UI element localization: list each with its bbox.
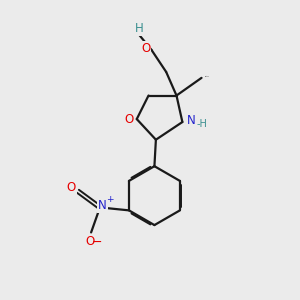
Text: methyl: methyl	[205, 75, 210, 77]
Text: O: O	[67, 181, 76, 194]
Text: H: H	[134, 22, 143, 35]
Text: +: +	[106, 195, 113, 204]
Text: N: N	[98, 199, 107, 212]
Text: O: O	[85, 235, 94, 248]
Text: O: O	[141, 42, 150, 55]
Text: O: O	[124, 112, 133, 126]
Text: N: N	[187, 114, 196, 127]
Text: -H: -H	[196, 119, 207, 129]
Text: −: −	[92, 236, 102, 249]
